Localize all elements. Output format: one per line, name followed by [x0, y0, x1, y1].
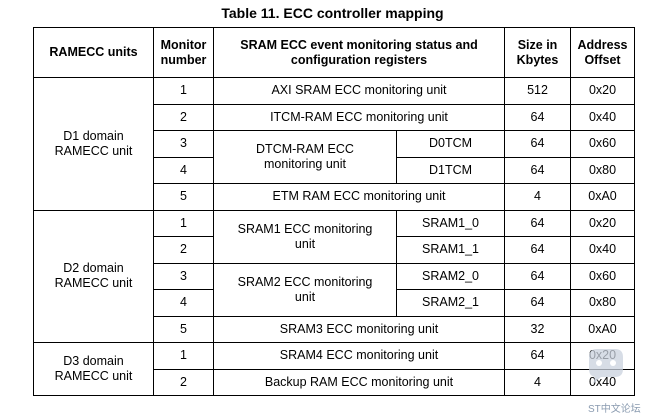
sub-unit: SRAM1_0 [396, 209, 505, 237]
table-row: D3 domain RAMECC unit 1 SRAM4 ECC monito… [33, 342, 635, 396]
size-value: 64 [504, 262, 571, 290]
monitor-number: 4 [153, 289, 214, 317]
size-value: 64 [504, 342, 571, 370]
table-row: 3 SRAM2 ECC monitoring unit SRAM2_0 64 0… [34, 262, 635, 317]
table-row: 3 DTCM-RAM ECC monitoring unit D0TCM 64 … [34, 130, 635, 184]
table-row: 2 SRAM1_1 64 0x40 [34, 236, 635, 264]
sub-unit: SRAM2_1 [396, 289, 505, 317]
offset-value: 0x80 [570, 289, 635, 317]
size-value: 64 [504, 103, 571, 131]
offset-value: 0xA0 [570, 183, 635, 211]
monitor-number: 1 [153, 77, 214, 105]
offset-value: 0x40 [570, 236, 635, 264]
offset-value: 0x60 [570, 130, 635, 158]
unit-name: SRAM1 ECC monitoring unit [213, 209, 397, 264]
unit-name: SRAM4 ECC monitoring unit [213, 342, 505, 370]
monitor-number: 2 [153, 236, 214, 264]
offset-value: 0xA0 [570, 315, 635, 343]
offset-value: 0x20 [570, 77, 635, 105]
monitor-number: 5 [153, 183, 214, 211]
table-row: D2 domain RAMECC unit 1 SRAM1 ECC monito… [33, 209, 635, 343]
monitor-number: 5 [153, 315, 214, 343]
group-d2: D2 domain RAMECC unit [33, 209, 154, 343]
table-row: 5 SRAM3 ECC monitoring unit 32 0xA0 [34, 315, 635, 343]
forum-chat-icon [589, 349, 623, 384]
monitor-number: 3 [153, 262, 214, 290]
offset-value: 0x60 [570, 262, 635, 290]
size-value: 64 [504, 130, 571, 158]
header-row: RAMECC units Monitor number SRAM ECC eve… [33, 27, 635, 78]
header-monitor-number: Monitor number [153, 27, 214, 78]
table-title: Table 11. ECC controller mapping [221, 5, 444, 21]
unit-name: ETM RAM ECC monitoring unit [213, 183, 505, 211]
size-value: 4 [504, 183, 571, 211]
monitor-number: 4 [153, 156, 214, 184]
unit-name: Backup RAM ECC monitoring unit [213, 368, 505, 396]
ecc-mapping-table: RAMECC units Monitor number SRAM ECC eve… [33, 27, 635, 396]
size-value: 64 [504, 209, 571, 237]
sub-unit: D1TCM [396, 156, 505, 184]
monitor-number: 1 [153, 342, 214, 370]
monitor-number: 3 [153, 130, 214, 158]
table-row: D1 domain RAMECC unit 1 AXI SRAM ECC mon… [33, 77, 635, 211]
table-row: 4 D1TCM 64 0x80 [34, 156, 635, 184]
watermark-text: ST中文论坛 [588, 404, 641, 415]
monitor-number: 1 [153, 209, 214, 237]
size-value: 4 [504, 368, 571, 396]
unit-name: SRAM3 ECC monitoring unit [213, 315, 505, 343]
sub-unit: D0TCM [396, 130, 505, 158]
header-size: Size in Kbytes [504, 27, 571, 78]
sub-unit: SRAM2_0 [396, 262, 505, 290]
header-address-offset: Address Offset [570, 27, 635, 78]
offset-value: 0x40 [570, 103, 635, 131]
unit-name: AXI SRAM ECC monitoring unit [213, 77, 505, 105]
offset-value: 0x20 [570, 209, 635, 237]
group-d1: D1 domain RAMECC unit [33, 77, 154, 211]
sub-unit: SRAM1_1 [396, 236, 505, 264]
monitor-number: 2 [153, 103, 214, 131]
table-row: 2 Backup RAM ECC monitoring unit 4 0x40 [34, 368, 635, 396]
monitor-number: 2 [153, 368, 214, 396]
unit-name: SRAM2 ECC monitoring unit [213, 262, 397, 317]
header-event-monitoring: SRAM ECC event monitoring status and con… [213, 27, 505, 78]
header-ramecc-units: RAMECC units [33, 27, 154, 78]
size-value: 512 [504, 77, 571, 105]
size-value: 64 [504, 156, 571, 184]
unit-name: ITCM-RAM ECC monitoring unit [213, 103, 505, 131]
table-row: 5 ETM RAM ECC monitoring unit 4 0xA0 [34, 183, 635, 211]
group-d3: D3 domain RAMECC unit [33, 342, 154, 396]
offset-value: 0x80 [570, 156, 635, 184]
size-value: 32 [504, 315, 571, 343]
size-value: 64 [504, 289, 571, 317]
size-value: 64 [504, 236, 571, 264]
unit-name: DTCM-RAM ECC monitoring unit [213, 130, 397, 184]
